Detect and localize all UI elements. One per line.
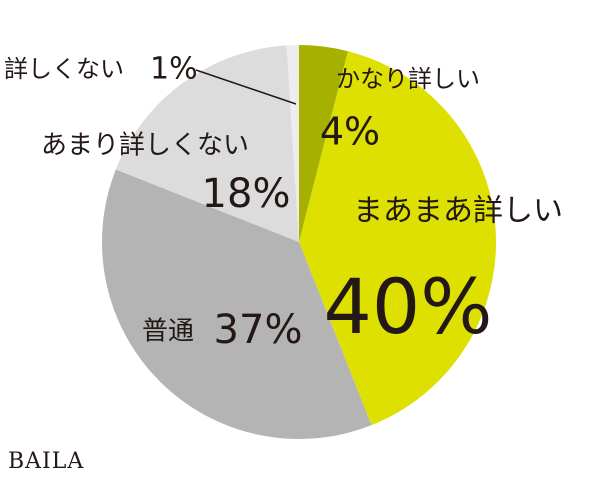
value-label: 37%: [214, 307, 303, 353]
pie-slice: [102, 169, 372, 439]
category-label: かなり詳しい: [336, 65, 480, 93]
category-label: 普通: [142, 317, 194, 347]
category-label: まあまあ詳しい: [353, 194, 563, 229]
pie-slice: [299, 45, 348, 242]
value-label: 4%: [320, 110, 380, 154]
watermark: BAILA: [8, 449, 84, 474]
leader-line: [195, 69, 297, 105]
pie-slice: [286, 45, 299, 242]
value-label: 40%: [324, 262, 493, 351]
category-label: あまり詳しくない: [41, 131, 249, 161]
pie-slice: [115, 45, 299, 242]
pie-slice: [299, 51, 497, 426]
value-label: 18%: [202, 171, 291, 217]
category-label: 詳しくない: [4, 55, 124, 83]
value-label: 1%: [150, 52, 198, 87]
pie: [102, 45, 497, 439]
